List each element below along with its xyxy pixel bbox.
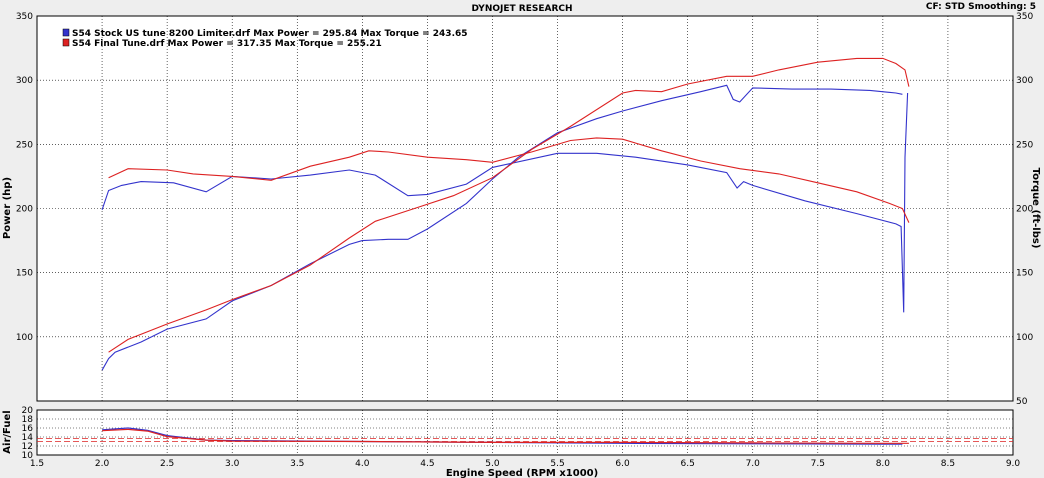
air-fuel-tick-label: 10: [22, 451, 34, 461]
rpm-tick-label: 4.0: [355, 459, 370, 469]
torque-tick-label: 50: [1016, 397, 1028, 407]
power-line: [101, 84, 903, 371]
power-torque-plot-area: [36, 15, 1014, 402]
rpm-tick-label: 2.5: [160, 459, 174, 469]
power-tick-label: 300: [16, 76, 33, 86]
rpm-tick-label: 3.5: [290, 459, 304, 469]
rpm-tick-label: 5.5: [550, 459, 564, 469]
air-fuel-tick-label: 12: [22, 442, 33, 452]
torque-tick-label: 300: [1016, 76, 1033, 86]
rpm-tick-label: 7.0: [746, 459, 761, 469]
torque-tick-label: 200: [1016, 205, 1033, 215]
air-fuel-gridlines: [36, 409, 1014, 456]
torque-axis-ticks: 50 100 150 200 250 300 350: [1016, 12, 1033, 407]
rpm-tick-label: 4.5: [420, 459, 434, 469]
torque-line: [101, 92, 909, 313]
rpm-tick-label: 6.0: [615, 459, 630, 469]
torque-tick-label: 350: [1016, 12, 1033, 22]
air-fuel-axis-label: Air/Fuel: [2, 410, 13, 453]
rpm-tick-label: 8.5: [941, 459, 955, 469]
rpm-tick-label: 6.5: [681, 459, 695, 469]
main-gridlines: [36, 15, 1014, 401]
settings-label: CF: STD Smoothing: 5: [926, 2, 1036, 12]
rpm-tick-label: 7.5: [811, 459, 825, 469]
rpm-tick-label: 1.5: [30, 459, 44, 469]
air-fuel-series-lines: [102, 427, 909, 445]
main-series-lines: [101, 57, 910, 371]
air-fuel-tick-label: 18: [22, 415, 34, 425]
air-fuel-tick-label: 20: [22, 406, 34, 416]
power-tick-label: 350: [16, 12, 33, 22]
power-tick-label: 150: [16, 269, 33, 279]
rpm-tick-label: 2.0: [95, 459, 110, 469]
air-fuel-tick-label: 16: [22, 424, 34, 434]
legend-item-stock: S54 Stock US tune 8200 Limiter.drf Max P…: [72, 29, 468, 39]
power-tick-label: 250: [16, 140, 33, 150]
air-fuel-tick-label: 14: [22, 433, 34, 443]
power-axis-ticks: 100 150 200 250 300 350: [16, 12, 33, 343]
power-tick-label: 100: [16, 333, 33, 343]
rpm-axis-ticks: 1.5 2.0 2.5 3.0 3.5 4.0 4.5 5.0 5.5 6.0 6.5 7.0 7.5 8…: [30, 459, 1021, 469]
rpm-tick-label: 8.0: [876, 459, 891, 469]
air-fuel-plot-area: [36, 409, 1014, 456]
legend: S54 Stock US tune 8200 Limiter.drf Max P…: [62, 28, 468, 49]
torque-tick-label: 250: [1016, 140, 1033, 150]
power-line: [108, 57, 910, 353]
power-axis-label: Power (hp): [2, 177, 13, 239]
chart-title: DYNOJET RESEARCH: [471, 4, 572, 14]
rpm-tick-label: 5.0: [485, 459, 500, 469]
rpm-tick-label: 9.0: [1006, 459, 1021, 469]
torque-tick-label: 100: [1016, 333, 1033, 343]
air-fuel-line: [102, 428, 909, 444]
legend-swatch-final: [62, 38, 70, 47]
torque-axis-label: Torque (ft-lbs): [1030, 168, 1041, 249]
legend-item-final: S54 Final Tune.drf Max Power = 317.35 Ma…: [72, 39, 382, 49]
rpm-tick-label: 3.0: [225, 459, 240, 469]
power-tick-label: 200: [16, 205, 33, 215]
legend-swatch-stock: [62, 28, 70, 37]
torque-tick-label: 150: [1016, 269, 1033, 279]
rpm-axis-label: Engine Speed (RPM x1000): [446, 468, 598, 478]
torque-line: [108, 137, 910, 223]
